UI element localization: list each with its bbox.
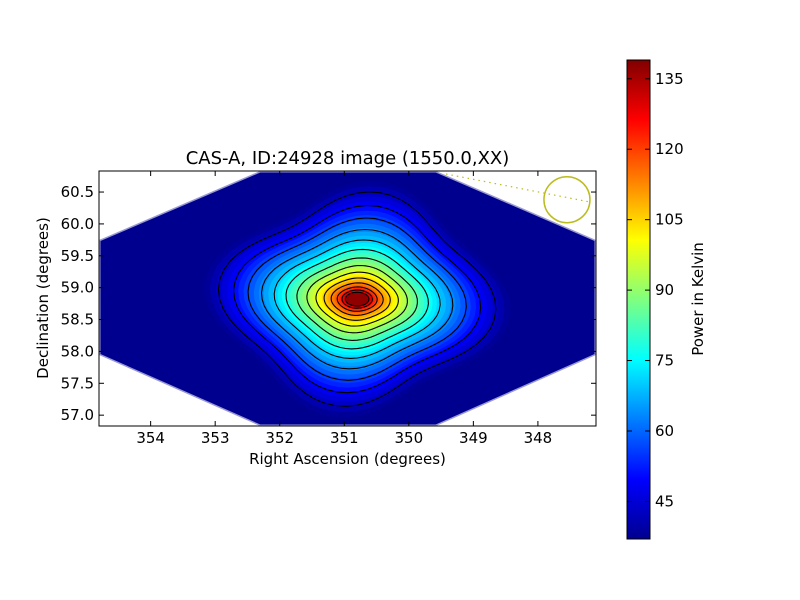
contour-line bbox=[233, 204, 482, 394]
beam-leader-line bbox=[445, 173, 591, 203]
x-axis-label: Right Ascension (degrees) bbox=[249, 450, 446, 468]
plot-frame bbox=[98, 170, 597, 427]
y-tick-label: 58.5 bbox=[61, 311, 94, 329]
contour-line bbox=[296, 257, 418, 341]
colorbar-tick-label: 45 bbox=[655, 492, 674, 510]
x-tick-label: 353 bbox=[201, 429, 230, 447]
colorbar-tick-label: 75 bbox=[655, 352, 674, 370]
y-tick-label: 60.5 bbox=[61, 183, 94, 201]
contour-line bbox=[341, 289, 373, 309]
x-tick-label: 349 bbox=[459, 429, 488, 447]
colorbar-tick-label: 120 bbox=[655, 140, 684, 158]
contour-line bbox=[217, 191, 497, 407]
beam-circle bbox=[543, 175, 591, 224]
y-tick-label: 60.0 bbox=[61, 215, 94, 233]
y-axis-ticks: 57.0 57.5 58.0 58.5 59.0 59.5 60.0 60.5 bbox=[61, 183, 596, 424]
colorbar bbox=[626, 59, 651, 540]
colorbar-tick-label: 90 bbox=[655, 281, 674, 299]
y-tick-label: 57.0 bbox=[61, 406, 94, 424]
contour-line bbox=[344, 291, 370, 307]
heatmap-image bbox=[99, 171, 596, 426]
colorbar-tick-label: 135 bbox=[655, 70, 684, 88]
contour-line bbox=[285, 248, 429, 350]
x-tick-label: 351 bbox=[330, 429, 359, 447]
chart-title: CAS-A, ID:24928 image (1550.0,XX) bbox=[186, 148, 510, 169]
colorbar-tick-label: 105 bbox=[655, 211, 684, 229]
contour-line bbox=[323, 277, 391, 321]
colorbar-ticks: 45 60 75 90 105 120 135 bbox=[627, 70, 684, 510]
y-tick-label: 57.5 bbox=[61, 374, 94, 392]
contour-line bbox=[330, 282, 384, 316]
contour-line bbox=[247, 217, 467, 381]
x-axis-ticks: 354 353 352 351 350 349 348 bbox=[136, 171, 552, 447]
y-tick-label: 58.0 bbox=[61, 342, 94, 360]
colorbar-tick-label: 60 bbox=[655, 422, 674, 440]
contour-line bbox=[315, 271, 399, 327]
y-axis-label: Declination (degrees) bbox=[34, 217, 52, 379]
contour-lines bbox=[217, 191, 497, 407]
colorbar-label: Power in Kelvin bbox=[689, 242, 707, 356]
x-tick-label: 352 bbox=[265, 429, 294, 447]
contour-line bbox=[260, 228, 454, 370]
y-tick-label: 59.5 bbox=[61, 247, 94, 265]
contour-line bbox=[336, 286, 378, 312]
contour-line bbox=[273, 239, 441, 359]
y-tick-label: 59.0 bbox=[61, 279, 94, 297]
x-tick-label: 350 bbox=[394, 429, 423, 447]
contour-line bbox=[306, 264, 408, 334]
x-tick-label: 354 bbox=[136, 429, 165, 447]
heat-level bbox=[346, 292, 369, 306]
x-tick-label: 348 bbox=[524, 429, 553, 447]
